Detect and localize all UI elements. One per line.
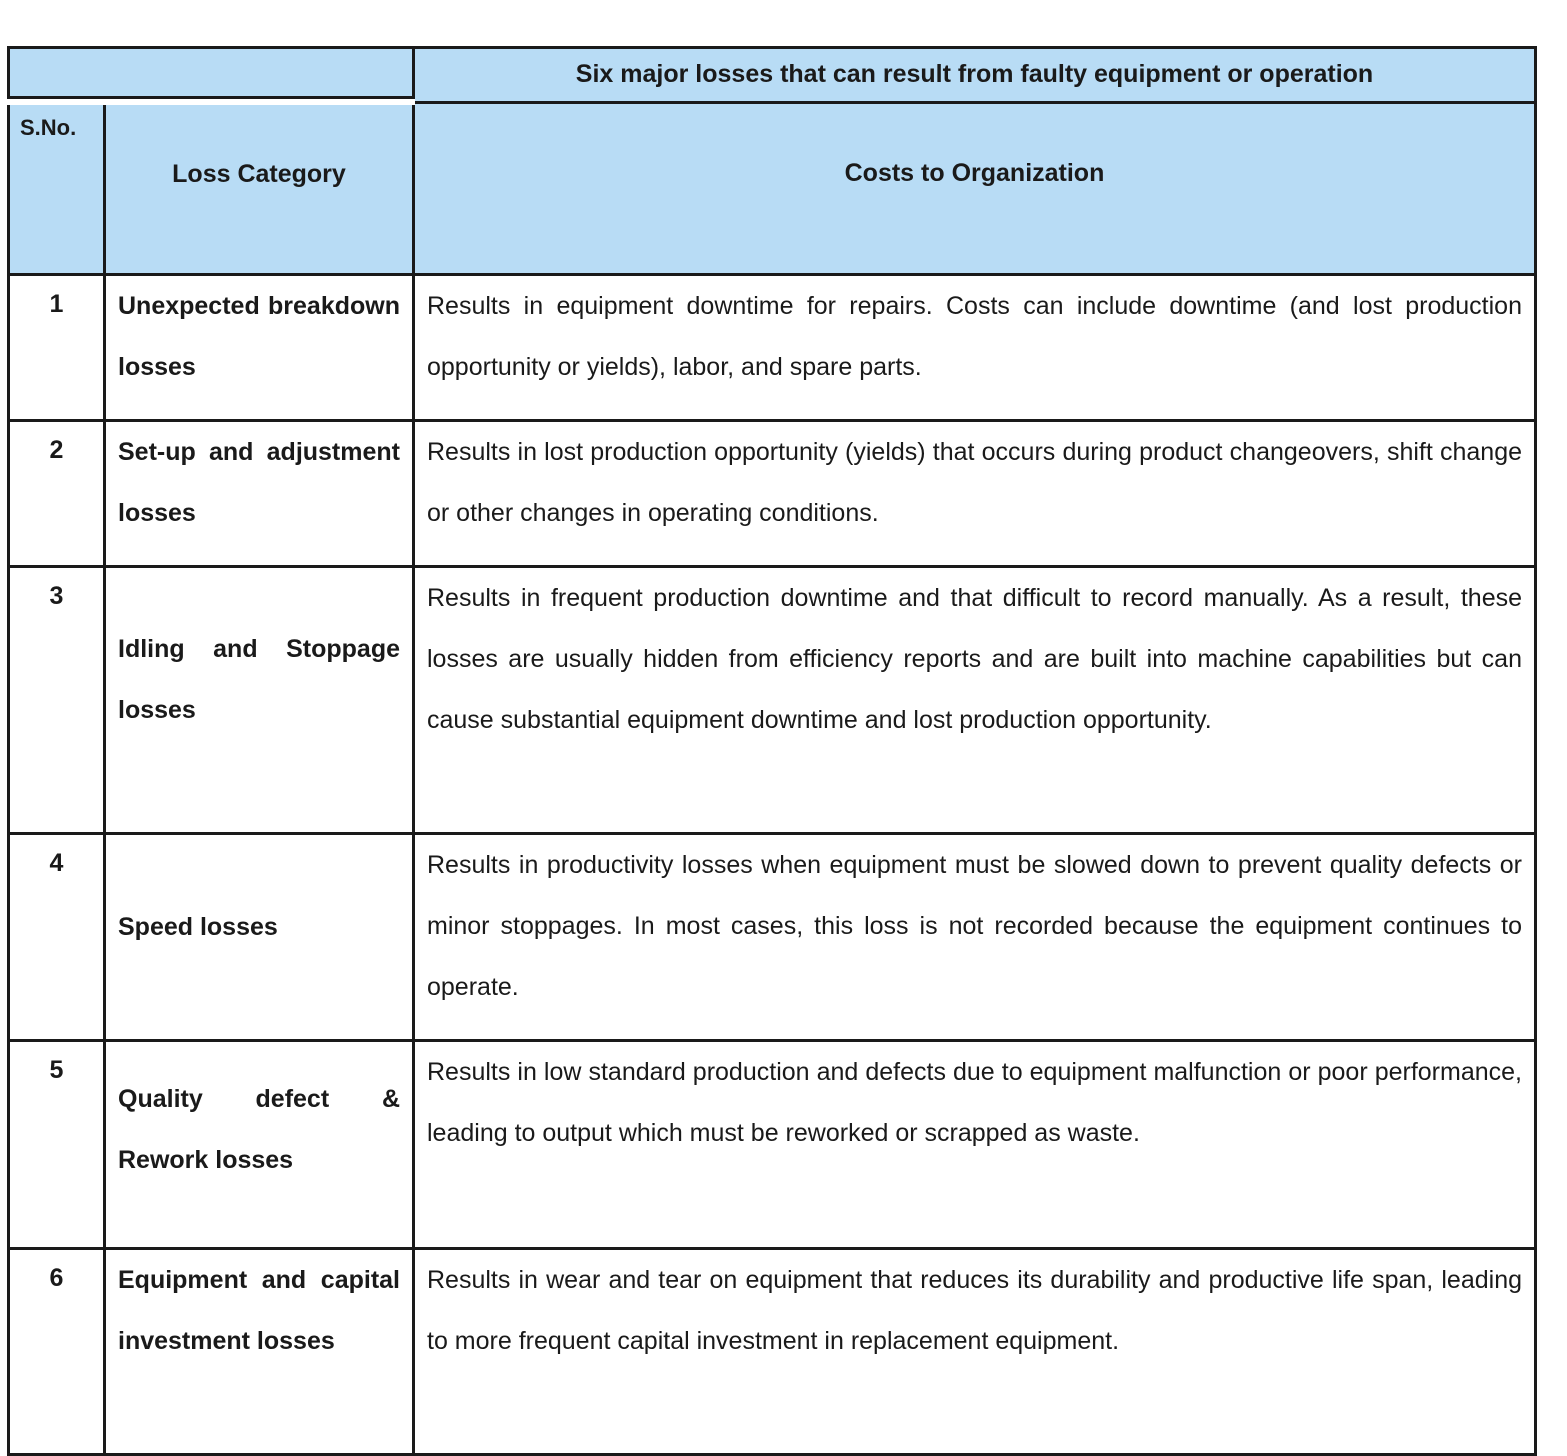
row-category: Set-up and adjustment losses	[103, 419, 415, 568]
table-caption: Six major losses that can result from fa…	[412, 46, 1537, 104]
table-row: 4 Speed losses Results in productivity l…	[7, 832, 1537, 1042]
row-costs: Results in equipment downtime for repair…	[412, 273, 1537, 422]
row-category: Quality defect & Rework losses	[103, 1039, 415, 1250]
header-category: Loss Category	[103, 100, 415, 276]
table-row: 5 Quality defect & Rework losses Results…	[7, 1039, 1537, 1250]
row-category: Equipment and capital investment losses	[103, 1247, 415, 1456]
row-category: Unexpected breakdown losses	[103, 273, 415, 422]
row-costs: Results in wear and tear on equipment th…	[412, 1247, 1537, 1456]
header-costs: Costs to Organization	[412, 100, 1537, 276]
table-row: 2 Set-up and adjustment losses Results i…	[7, 419, 1537, 568]
row-sno: 5	[7, 1039, 106, 1250]
row-sno: 1	[7, 273, 106, 422]
row-sno: 6	[7, 1247, 106, 1456]
caption-blank-cell	[7, 46, 415, 105]
row-category: Speed losses	[103, 832, 415, 1042]
row-costs: Results in productivity losses when equi…	[412, 832, 1537, 1042]
header-sno: S.No.	[7, 100, 106, 276]
row-costs: Results in frequent production downtime …	[412, 565, 1537, 835]
row-category: Idling and Stoppage losses	[103, 565, 415, 835]
row-costs: Results in lost production opportunity (…	[412, 419, 1537, 568]
header-row: S.No. Loss Category Costs to Organizatio…	[7, 100, 1537, 276]
row-sno: 4	[7, 832, 106, 1042]
table-row: 6 Equipment and capital investment losse…	[7, 1247, 1537, 1456]
row-sno: 3	[7, 565, 106, 835]
caption-row: Six major losses that can result from fa…	[7, 46, 1537, 105]
table-row: 3 Idling and Stoppage losses Results in …	[7, 565, 1537, 835]
row-costs: Results in low standard production and d…	[412, 1039, 1537, 1250]
six-major-losses-table: Six major losses that can result from fa…	[7, 46, 1537, 1456]
row-sno: 2	[7, 419, 106, 568]
table-row: 1 Unexpected breakdown losses Results in…	[7, 273, 1537, 422]
